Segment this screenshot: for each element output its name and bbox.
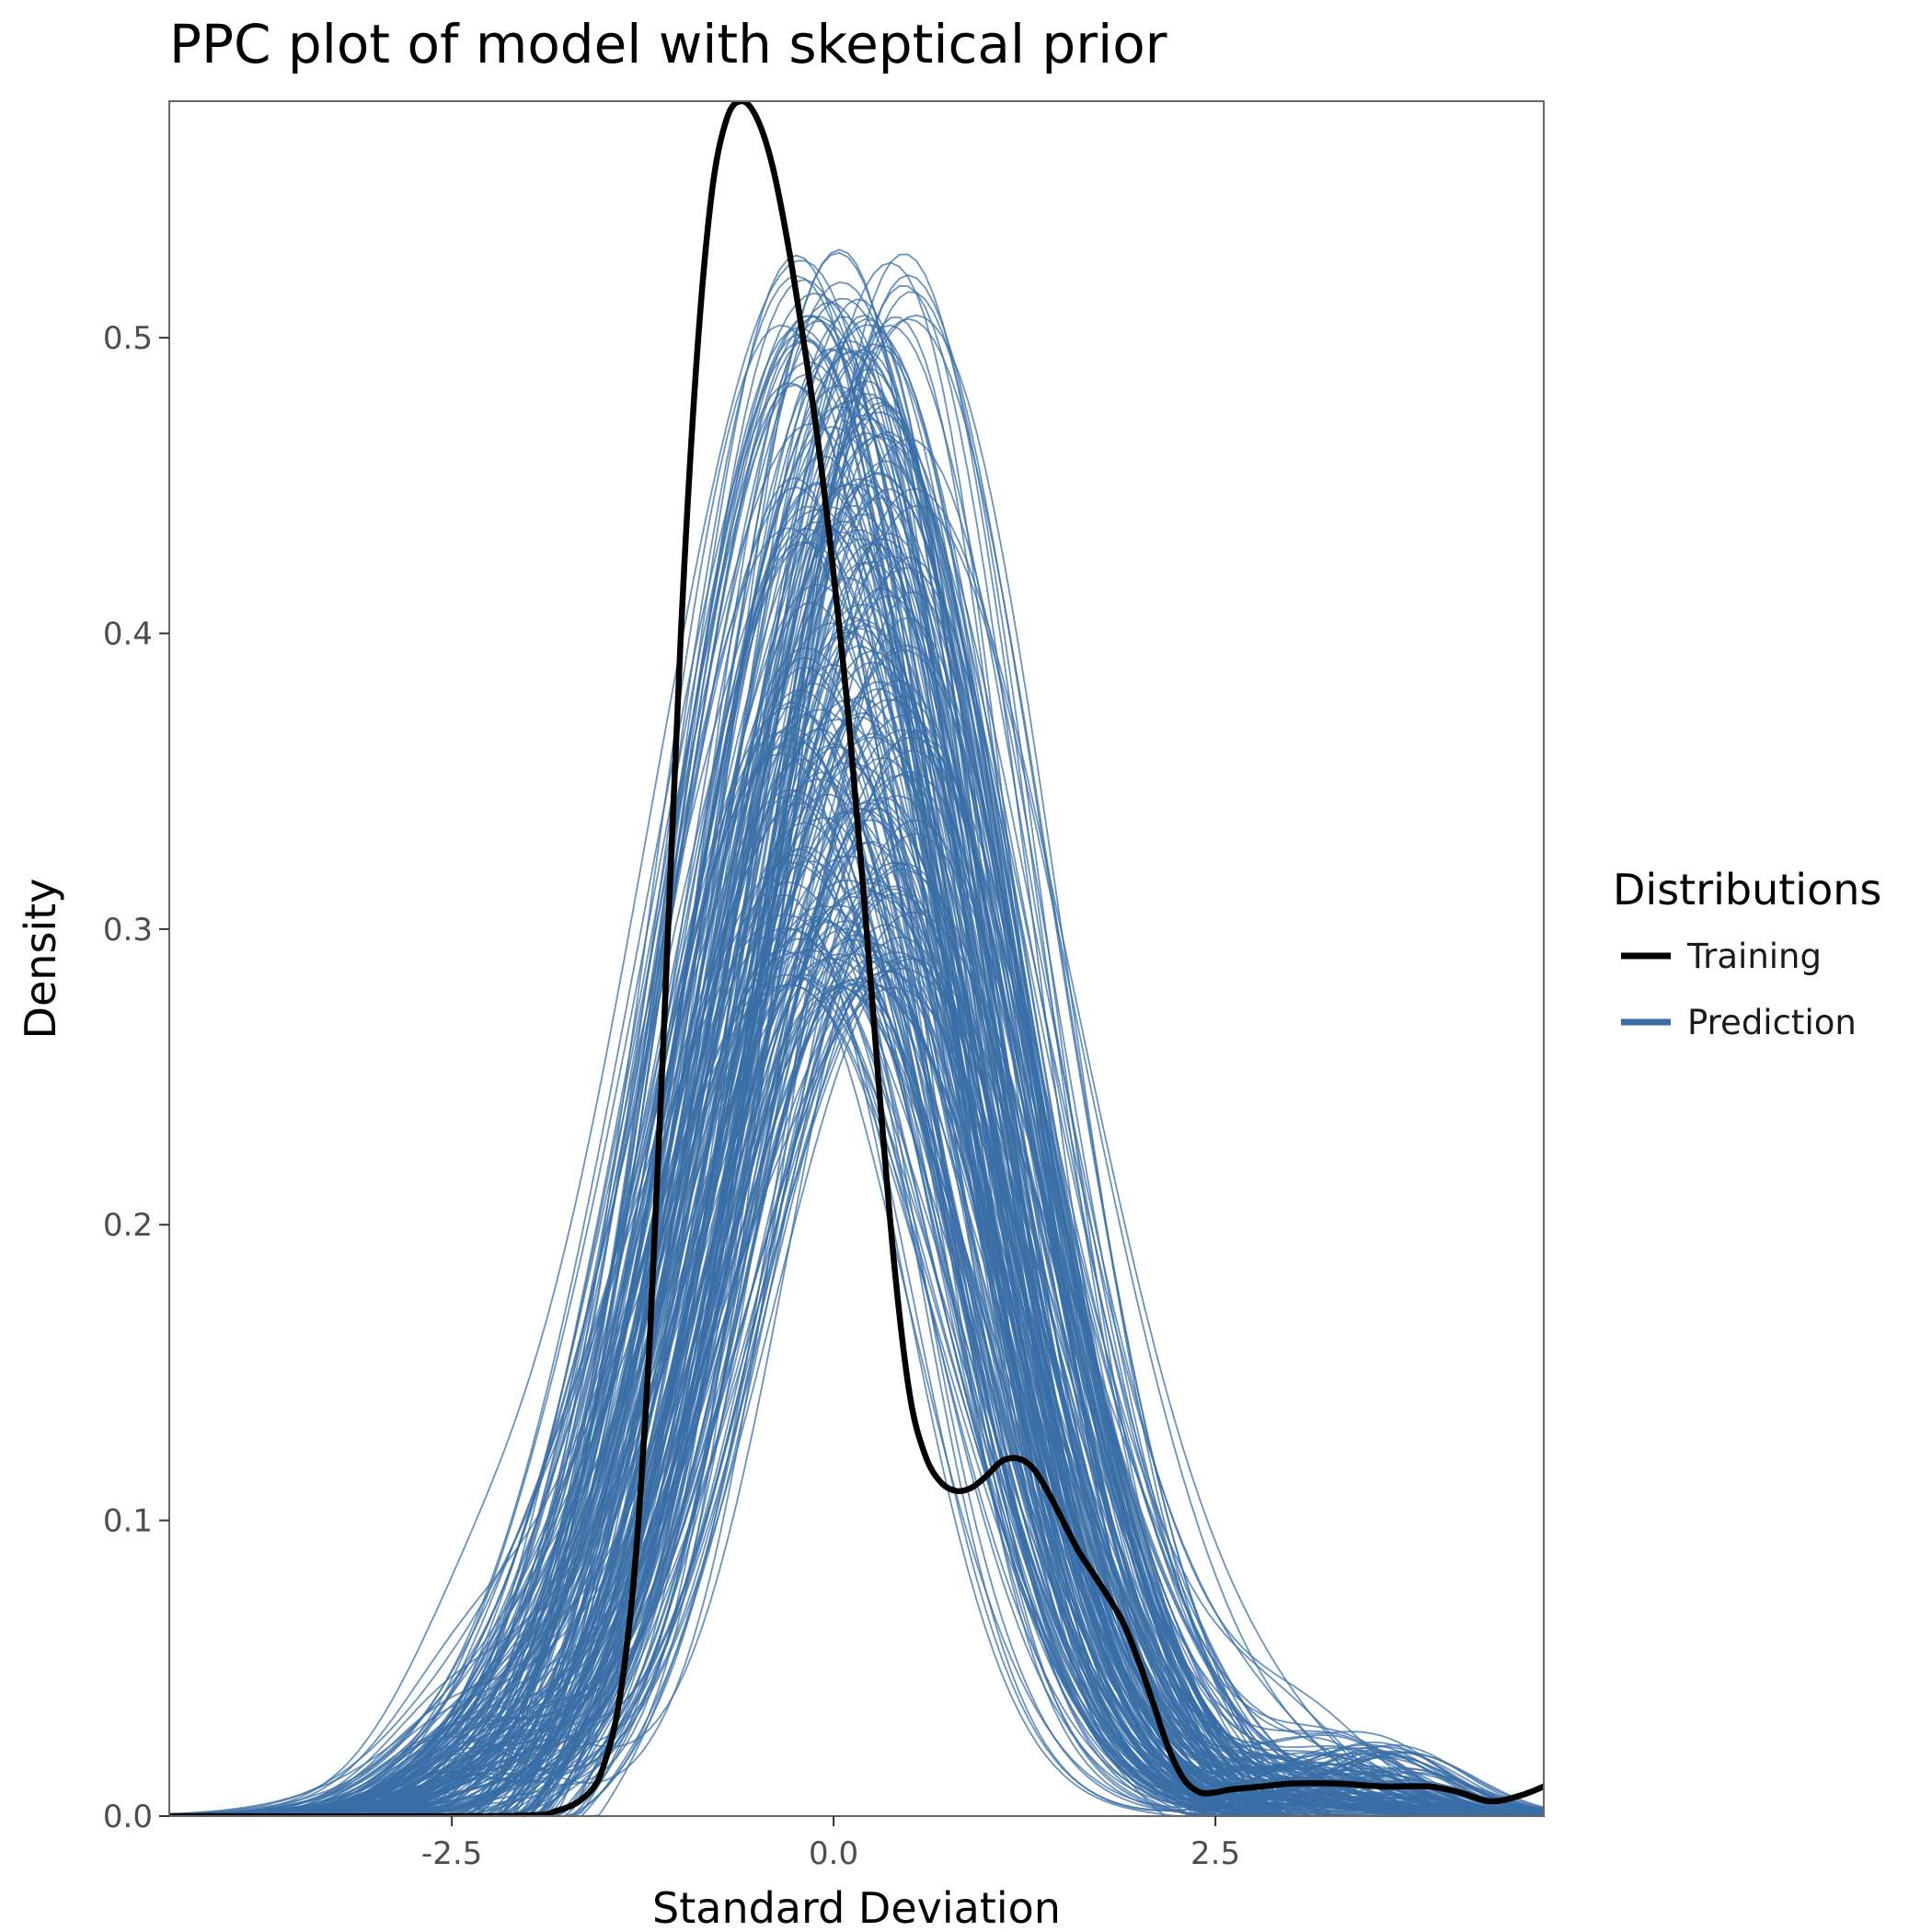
y-tick-label: 0.0 [103, 1799, 153, 1835]
prediction-density-curve [169, 454, 1544, 1816]
y-axis-title: Density [16, 879, 65, 1040]
prediction-density-curve [169, 665, 1544, 1816]
legend-title: Distributions [1613, 865, 1881, 914]
prediction-density-curve [169, 411, 1544, 1816]
chart-title: PPC plot of model with skeptical prior [169, 13, 1167, 75]
y-tick-label: 0.5 [103, 320, 153, 357]
prediction-density-curve [169, 950, 1544, 1816]
prediction-density-curve [169, 555, 1544, 1816]
prediction-density-curve [169, 350, 1544, 1816]
prediction-density-curve [169, 977, 1544, 1816]
prediction-density-curve [169, 957, 1544, 1816]
prediction-density-curve [169, 382, 1544, 1816]
prediction-density-curve [169, 431, 1544, 1816]
y-tick-label: 0.1 [103, 1503, 153, 1540]
x-tick-label: 2.5 [1190, 1835, 1240, 1872]
prediction-density-curve [169, 764, 1544, 1816]
y-tick-label: 0.4 [103, 615, 153, 652]
prediction-density-curve [169, 259, 1544, 1816]
prediction-density-curve [169, 404, 1544, 1816]
y-tick-label: 0.3 [103, 912, 153, 949]
prediction-density-curve [169, 537, 1544, 1816]
prediction-density-curve [169, 663, 1544, 1816]
prediction-density-curve [169, 726, 1544, 1816]
prediction-density-curve [169, 339, 1544, 1816]
prediction-density-curve [169, 460, 1544, 1816]
prediction-density-curve [169, 977, 1544, 1816]
prediction-density-curve [169, 291, 1544, 1816]
prediction-density-curve [169, 399, 1544, 1816]
prediction-density-curve [169, 983, 1544, 1816]
prediction-density-curve [169, 894, 1544, 1816]
prediction-density-curve [169, 401, 1544, 1816]
prediction-density-curve [169, 348, 1544, 1816]
y-axis: 0.0 0.1 0.2 0.3 0.4 0.5 [103, 320, 169, 1835]
prediction-curves [169, 248, 1544, 1816]
prediction-density-curve [169, 521, 1544, 1816]
prediction-density-curve [169, 949, 1544, 1816]
x-tick-label: 0.0 [809, 1835, 858, 1872]
prediction-density-curve [169, 431, 1544, 1816]
legend-label-prediction: Prediction [1687, 1003, 1857, 1042]
prediction-density-curve [169, 970, 1544, 1816]
prediction-density-curve [169, 297, 1544, 1816]
prediction-density-curve [169, 986, 1544, 1816]
prediction-density-curve [169, 393, 1544, 1816]
prediction-density-curve [169, 745, 1544, 1816]
prediction-density-curve [169, 497, 1544, 1816]
training-density-curve [169, 101, 1544, 1816]
prediction-density-curve [169, 577, 1544, 1816]
legend-label-training: Training [1686, 937, 1822, 976]
y-tick-label: 0.2 [103, 1207, 153, 1244]
prediction-density-curve [169, 895, 1544, 1816]
prediction-density-curve [169, 541, 1544, 1816]
prediction-density-curve [169, 348, 1544, 1816]
prediction-density-curve [169, 861, 1544, 1816]
legend: Distributions Training Prediction [1613, 865, 1881, 1042]
prediction-density-curve [169, 788, 1544, 1816]
plot-area [168, 100, 1545, 1817]
x-axis-title: Standard Deviation [652, 1883, 1061, 1932]
prediction-density-curve [169, 957, 1544, 1816]
training-curve-group [169, 101, 1544, 1816]
x-axis: -2.5 0.0 2.5 [421, 1816, 1240, 1872]
prediction-density-curve [169, 541, 1544, 1816]
x-tick-label: -2.5 [421, 1835, 482, 1872]
prediction-density-curve [169, 951, 1544, 1816]
plot-frame [168, 100, 1545, 1817]
